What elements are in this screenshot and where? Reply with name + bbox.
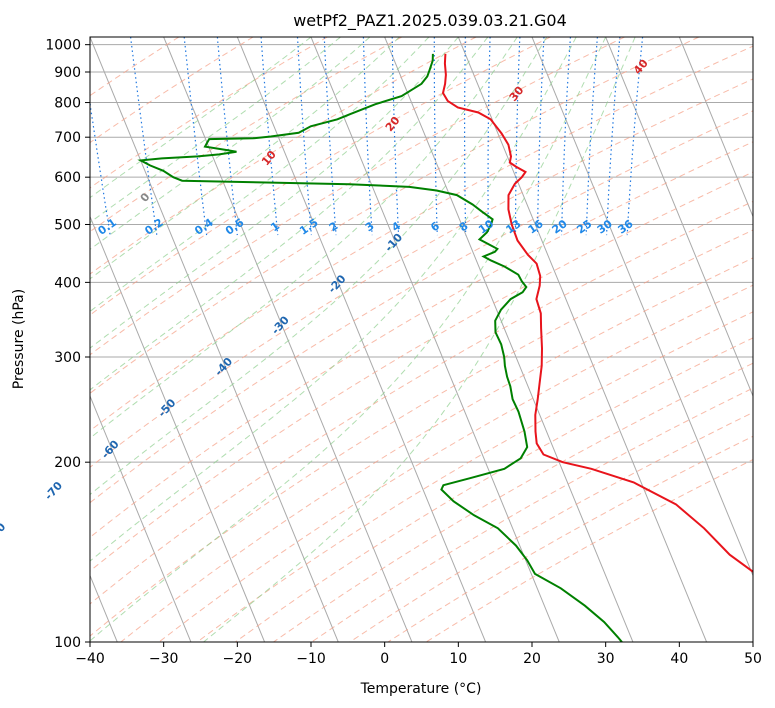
x-tick-label: −20: [223, 651, 253, 667]
y-axis-label: Pressure (hPa): [11, 289, 27, 389]
y-tick-label: 500: [54, 217, 81, 233]
background-lines: [90, 37, 753, 642]
moist-adiabat-line: [90, 37, 607, 642]
x-tick-label: −30: [149, 651, 179, 667]
isotherm-line: [678, 37, 753, 218]
dry-adiabat-line: [311, 387, 753, 642]
isotherm-line: [752, 37, 753, 39]
x-tick-label: 50: [744, 651, 762, 667]
dry-adiabat-line: [90, 37, 254, 144]
isotherm-line: [457, 37, 708, 642]
mixing-ratio-line: [606, 37, 621, 236]
moist-adiabat-line: [90, 37, 489, 391]
isotherm-label: -70: [42, 479, 65, 503]
dry-adiabat-line: [273, 362, 753, 642]
mixing-ratio-line: [626, 37, 644, 236]
dry-adiabat-line: [90, 171, 753, 572]
y-tick-label: 600: [54, 170, 81, 186]
dry-adiabat-line: [90, 37, 625, 356]
mixing-ratio-line: [183, 37, 208, 236]
isotherm-line: [384, 37, 634, 642]
dry-adiabat-line: [90, 110, 753, 504]
isotherm-line: [605, 37, 753, 398]
y-tick-label: 800: [54, 96, 81, 112]
isotherm-line: [163, 37, 413, 642]
mixing-ratio-line: [130, 37, 158, 236]
y-tick-label: 100: [54, 635, 81, 651]
mixing-ratio-line: [216, 37, 238, 236]
plot-background: [90, 37, 753, 642]
dry-adiabat-line: [90, 78, 753, 468]
y-tick-label: 1000: [45, 38, 81, 54]
x-tick-label: 40: [670, 651, 688, 667]
y-axis: 100 200 300 400 500 600 700 800 900 1000: [45, 38, 90, 651]
moist-adiabat-line: [90, 37, 518, 439]
isotherm-line: [90, 215, 266, 642]
mixing-ratio-line: [585, 37, 598, 236]
plot-frame: [89, 36, 754, 643]
x-tick-label: −10: [296, 651, 326, 667]
x-tick-label: 0: [380, 651, 389, 667]
moist-adiabat-line: [90, 37, 341, 224]
x-tick-label: 30: [597, 651, 615, 667]
y-tick-label: 200: [54, 455, 81, 471]
dry-adiabat-line: [90, 200, 753, 605]
isotherm-line: [236, 37, 487, 642]
mixing-ratio-line: [296, 37, 312, 236]
temperature-line: [441, 53, 753, 573]
y-tick-label: 300: [54, 350, 81, 366]
moist-adiabat-line: [90, 37, 459, 349]
isotherm-line: [310, 37, 560, 642]
mixing-ratio-line: [323, 37, 337, 236]
dry-adiabat-line: [120, 257, 753, 642]
isotherm-line: [90, 394, 192, 642]
dry-adiabat-line: [90, 141, 753, 538]
x-axis-label: Temperature (°C): [360, 681, 482, 697]
dry-adiabat-line: [196, 311, 753, 642]
dry-adiabat-line: [90, 45, 753, 432]
x-tick-label: 10: [449, 651, 467, 667]
dry-adiabat-line: [90, 37, 700, 394]
moist-adiabat-line: [90, 37, 577, 562]
isotherm-line: [90, 37, 339, 642]
mixing-ratio-line: [90, 99, 111, 236]
x-tick-label: −40: [75, 651, 105, 667]
moist-adiabat-line: [90, 37, 371, 251]
chart-title: wetPf2_PAZ1.2025.039.03.21.G04: [293, 11, 567, 31]
x-tick-label: 20: [523, 651, 541, 667]
x-axis: −40 −30 −20 −10 0 10 20 30 40 50: [75, 642, 762, 667]
dry-adiabat-line: [90, 37, 551, 316]
isotherm-label: -80: [0, 520, 9, 544]
moist-adiabat-line: [203, 37, 636, 642]
moist-adiabat-line: [90, 37, 312, 199]
y-tick-label: 400: [54, 275, 81, 291]
mixing-ratio-line: [260, 37, 279, 236]
y-tick-label: 700: [54, 130, 81, 146]
dry-adiabat-line: [158, 284, 753, 642]
y-tick-label: 900: [54, 65, 81, 81]
series-layer: [137, 53, 753, 642]
dry-adiabat-line: [90, 37, 328, 189]
dewpoint-line: [137, 53, 623, 642]
moist-adiabat-line: [90, 37, 400, 280]
isotherm-line: [531, 37, 753, 577]
